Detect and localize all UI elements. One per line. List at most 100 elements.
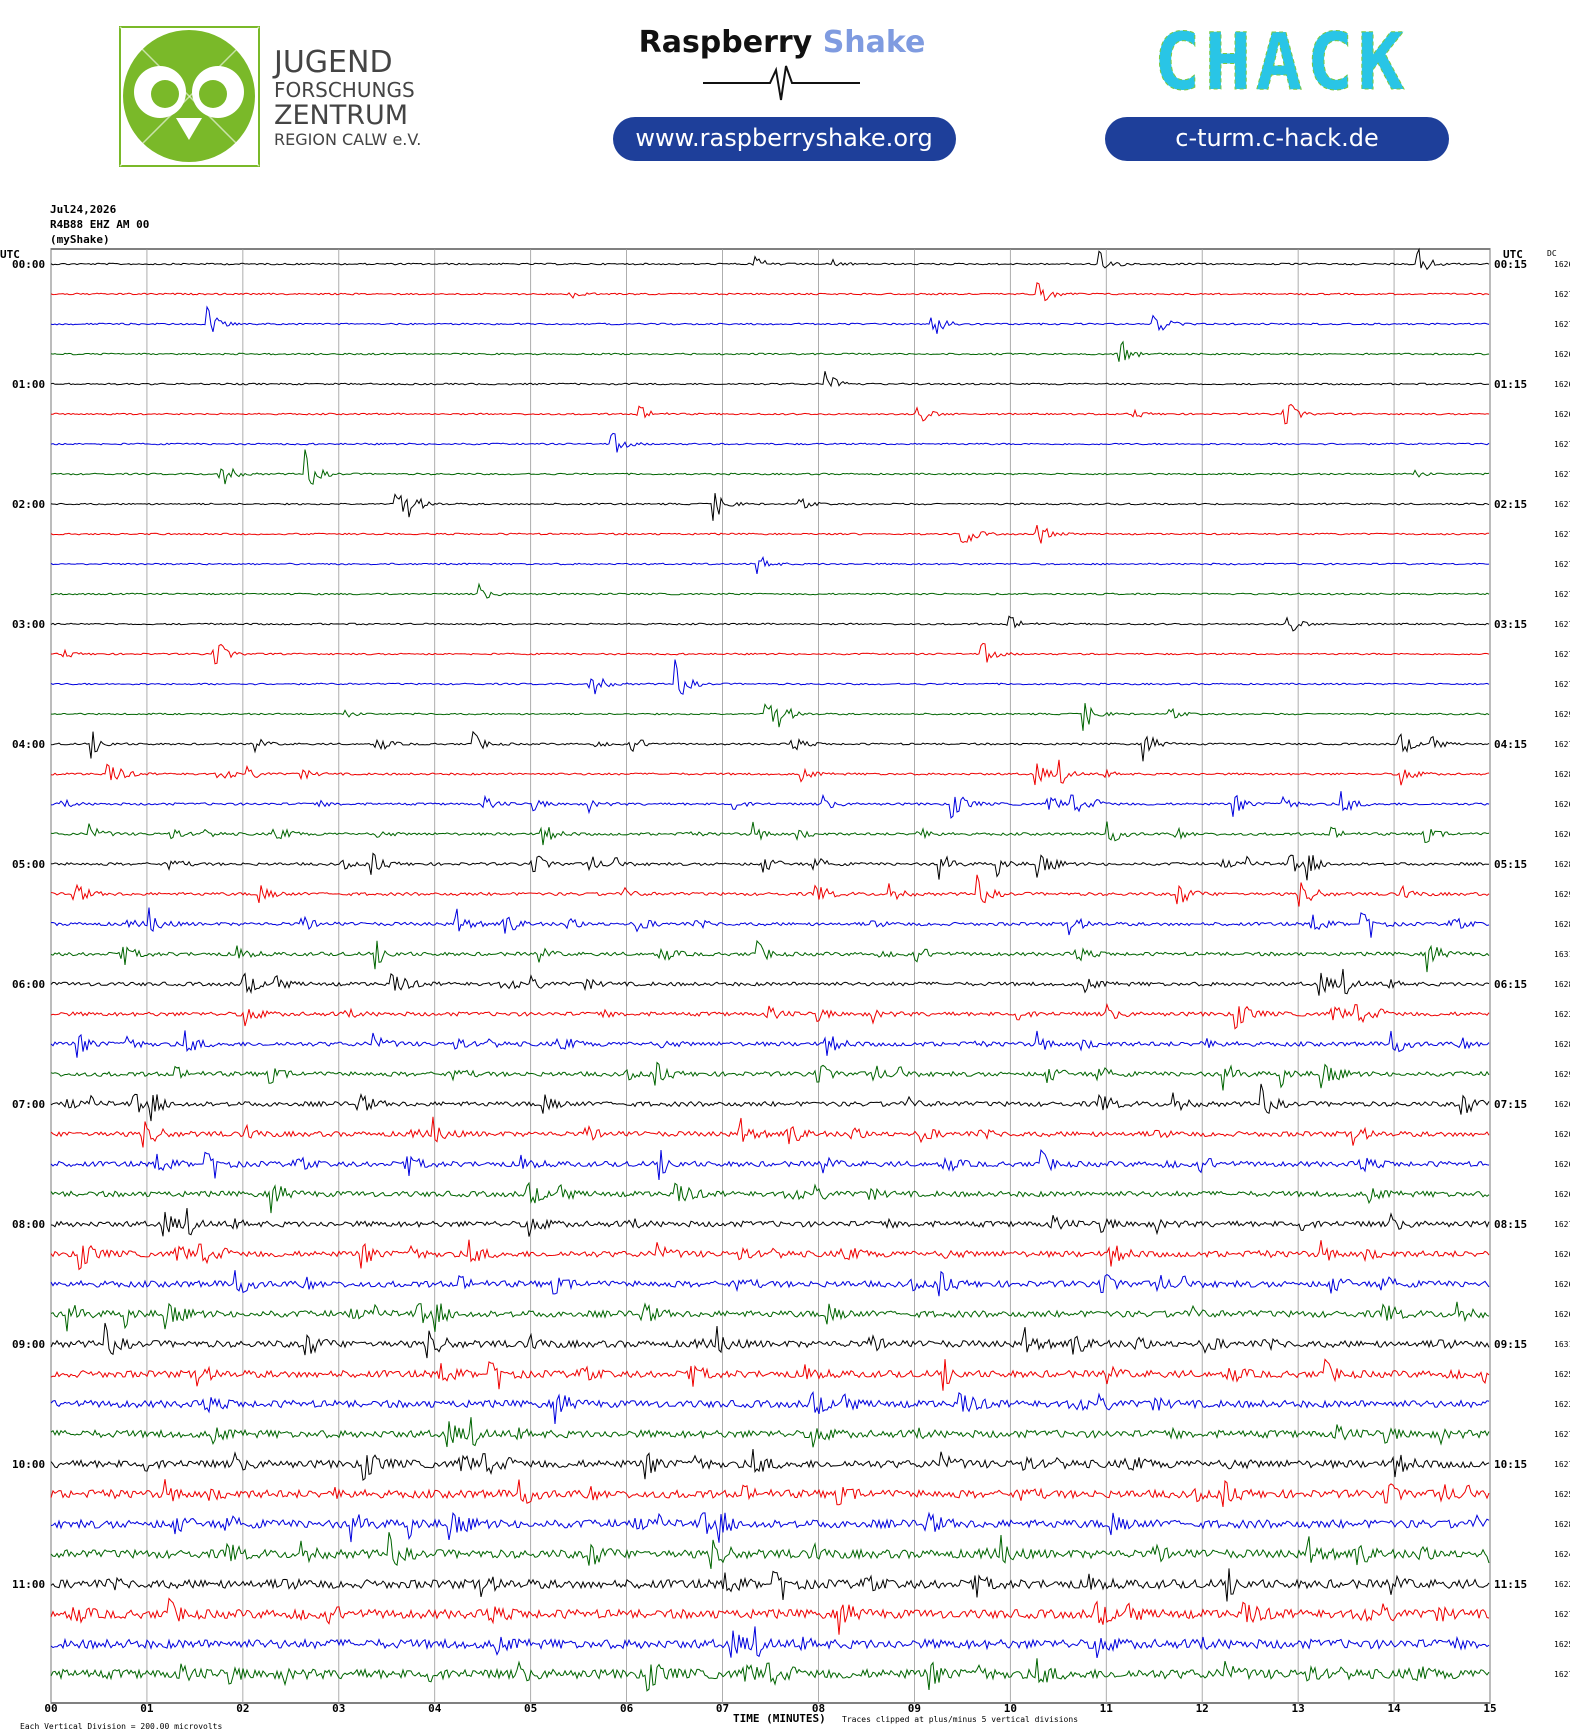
dc-value: 16269: [1554, 410, 1570, 419]
trace: [50, 759, 1490, 786]
trace: [50, 1239, 1490, 1271]
jfz-line: JUGEND: [272, 45, 393, 80]
dc-value: 16271: [1554, 440, 1570, 449]
left-time-label: 08:00: [12, 1218, 45, 1231]
trace: [50, 730, 1490, 762]
dc-value: 16242: [1554, 1550, 1570, 1559]
left-time-label: 03:00: [12, 618, 45, 631]
plot-frame: [50, 248, 1491, 1704]
dc-value: 16271: [1554, 470, 1570, 479]
x-tick-label: 15: [1483, 1702, 1496, 1715]
trace: [50, 282, 1490, 302]
left-time-label: 07:00: [12, 1098, 45, 1111]
dc-value: 16274: [1554, 1460, 1570, 1469]
right-time-label: 02:15: [1494, 498, 1527, 511]
dc-value: 16284: [1554, 860, 1570, 869]
jfz-line: REGION CALW e.V.: [274, 130, 421, 149]
trace: [50, 1003, 1490, 1030]
trace: [50, 493, 1490, 521]
trace: [50, 1568, 1490, 1602]
right-time-label: 03:15: [1494, 618, 1527, 631]
rs-logo: Raspberry Shake: [639, 25, 926, 60]
trace: [50, 1532, 1490, 1569]
trace: [50, 642, 1490, 665]
info-station: R4B88 EHZ AM 00: [50, 218, 149, 231]
trace: [50, 939, 1490, 973]
dc-value: 16250: [1554, 1490, 1570, 1499]
dc-value: 16271: [1554, 620, 1570, 629]
jfz-logo: [119, 26, 260, 167]
info: Jul24,2026 R4B88 EHZ AM 00 (myShake): [50, 203, 149, 246]
left-time-label: 01:00: [12, 378, 45, 391]
x-tick-label: 10: [1004, 1702, 1017, 1715]
dc-value: 16259: [1554, 1370, 1570, 1379]
dc-value: 16270: [1554, 650, 1570, 659]
x-tick-label: 07: [716, 1702, 729, 1715]
dc-value: 16269: [1554, 350, 1570, 359]
x-tick-label: 01: [140, 1702, 154, 1715]
chack-logo: CHACK: [1154, 18, 1409, 108]
trace: [50, 1658, 1490, 1692]
trace: [50, 1181, 1490, 1214]
trace: [50, 1270, 1490, 1297]
dc-value: 16263: [1554, 1280, 1570, 1289]
trace: [50, 305, 1490, 334]
right-time-label: 01:15: [1494, 378, 1527, 391]
trace: [50, 524, 1490, 544]
dc-value: 16271: [1554, 500, 1570, 509]
dc-value: 16207: [1554, 1130, 1570, 1139]
dc-value: 16278: [1554, 1430, 1570, 1439]
trace: [50, 1116, 1490, 1148]
dc-value: 16278: [1554, 1670, 1570, 1679]
trace: [50, 1511, 1490, 1543]
dc-value: 16319: [1554, 1340, 1570, 1349]
chack-url[interactable]: c-turm.c-hack.de: [1175, 124, 1378, 152]
left-time-label: 04:00: [12, 738, 45, 751]
trace: [50, 874, 1490, 907]
jfz-line: ZENTRUM: [274, 100, 408, 131]
x-tick-label: 06: [620, 1702, 634, 1715]
trace: [50, 821, 1490, 846]
trace: [50, 403, 1490, 425]
labels: UTC UTC DC TIME (MINUTES) Each Vertical …: [0, 248, 1570, 1731]
trace: [50, 1358, 1490, 1391]
dc-value: 16283: [1554, 980, 1570, 989]
trace: [50, 852, 1490, 881]
dc-value: 16291: [1554, 1070, 1570, 1079]
info-source: (myShake): [50, 233, 110, 246]
dc-value: 16269: [1554, 800, 1570, 809]
jfz-line: FORSCHUNGS: [274, 78, 415, 102]
x-tick-label: 09: [908, 1702, 921, 1715]
trace: [50, 432, 1490, 453]
left-time-label: 05:00: [12, 858, 45, 871]
left-time-label: 02:00: [12, 498, 45, 511]
trace: [50, 1061, 1490, 1091]
dc-value: 16261: [1554, 1160, 1570, 1169]
rs-word: Raspberry: [639, 25, 813, 60]
chack-url-pill[interactable]: [1105, 117, 1449, 161]
dc-value: 16236: [1554, 1400, 1570, 1409]
dc-value: 16287: [1554, 1520, 1570, 1529]
grid: [50, 249, 1491, 1703]
dc-value: 16269: [1554, 380, 1570, 389]
trace: [50, 340, 1490, 362]
right-time-label: 07:15: [1494, 1098, 1527, 1111]
x-tick-label: 11: [1100, 1702, 1114, 1715]
x-tick-label: 12: [1196, 1702, 1209, 1715]
x-tick-label: 14: [1387, 1702, 1401, 1715]
dc-value: 16315: [1554, 950, 1570, 959]
left-time-label: 06:00: [12, 978, 45, 991]
right-time-label: 09:15: [1494, 1338, 1527, 1351]
trace: [50, 1417, 1490, 1448]
x-tick-label: 00: [44, 1702, 57, 1715]
x-tick-label: 08: [812, 1702, 825, 1715]
right-time-label: 06:15: [1494, 978, 1527, 991]
trace: [50, 659, 1490, 695]
rs-url-pill[interactable]: [613, 117, 956, 161]
trace: [50, 1322, 1490, 1359]
trace: [50, 968, 1490, 996]
right-time-label: 05:15: [1494, 858, 1527, 871]
rs-url[interactable]: www.raspberryshake.org: [635, 124, 932, 152]
dc-value: 16291: [1554, 710, 1570, 719]
